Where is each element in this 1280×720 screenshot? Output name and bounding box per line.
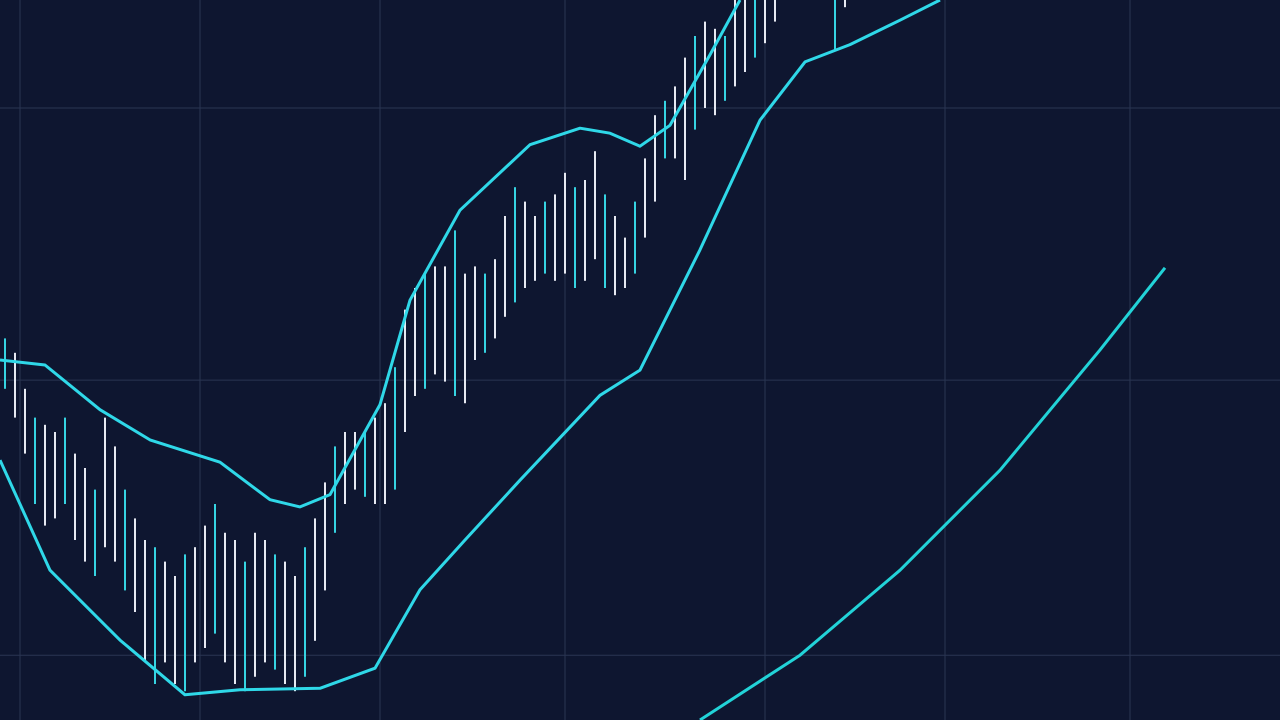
band-line [0, 0, 941, 697]
band-line [699, 266, 1167, 720]
band-line [0, 0, 742, 509]
